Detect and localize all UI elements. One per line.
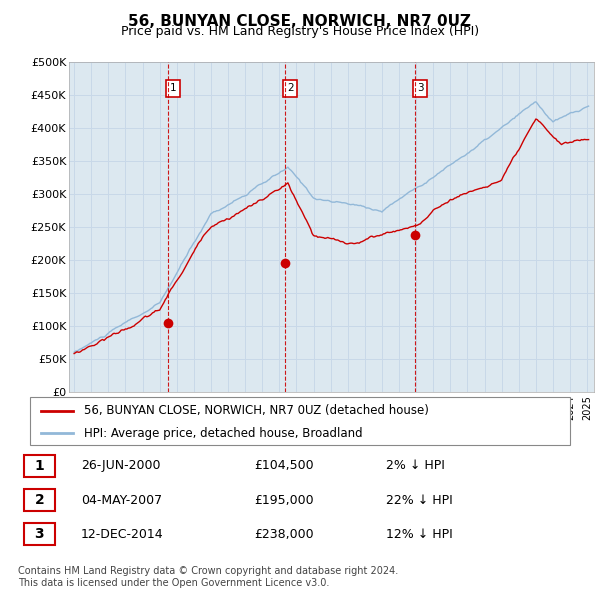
Text: 2% ↓ HPI: 2% ↓ HPI: [386, 460, 445, 473]
Text: £195,000: £195,000: [254, 493, 314, 507]
Text: 3: 3: [35, 527, 44, 541]
Text: 26-JUN-2000: 26-JUN-2000: [81, 460, 161, 473]
Text: 2: 2: [287, 83, 293, 93]
Text: 12-DEC-2014: 12-DEC-2014: [81, 527, 164, 540]
Text: 56, BUNYAN CLOSE, NORWICH, NR7 0UZ (detached house): 56, BUNYAN CLOSE, NORWICH, NR7 0UZ (deta…: [84, 404, 429, 417]
Text: 56, BUNYAN CLOSE, NORWICH, NR7 0UZ: 56, BUNYAN CLOSE, NORWICH, NR7 0UZ: [128, 14, 472, 28]
Text: 22% ↓ HPI: 22% ↓ HPI: [386, 493, 453, 507]
Text: HPI: Average price, detached house, Broadland: HPI: Average price, detached house, Broa…: [84, 427, 362, 440]
Text: 2: 2: [34, 493, 44, 507]
FancyBboxPatch shape: [23, 523, 55, 545]
Text: Contains HM Land Registry data © Crown copyright and database right 2024.
This d: Contains HM Land Registry data © Crown c…: [18, 566, 398, 588]
Text: 1: 1: [34, 459, 44, 473]
Text: £238,000: £238,000: [254, 527, 314, 540]
Text: £104,500: £104,500: [254, 460, 314, 473]
Text: 1: 1: [170, 83, 176, 93]
FancyBboxPatch shape: [30, 397, 570, 445]
FancyBboxPatch shape: [23, 454, 55, 477]
Text: 12% ↓ HPI: 12% ↓ HPI: [386, 527, 453, 540]
Text: 3: 3: [417, 83, 424, 93]
Text: Price paid vs. HM Land Registry's House Price Index (HPI): Price paid vs. HM Land Registry's House …: [121, 25, 479, 38]
Text: 04-MAY-2007: 04-MAY-2007: [81, 493, 162, 507]
FancyBboxPatch shape: [23, 489, 55, 512]
